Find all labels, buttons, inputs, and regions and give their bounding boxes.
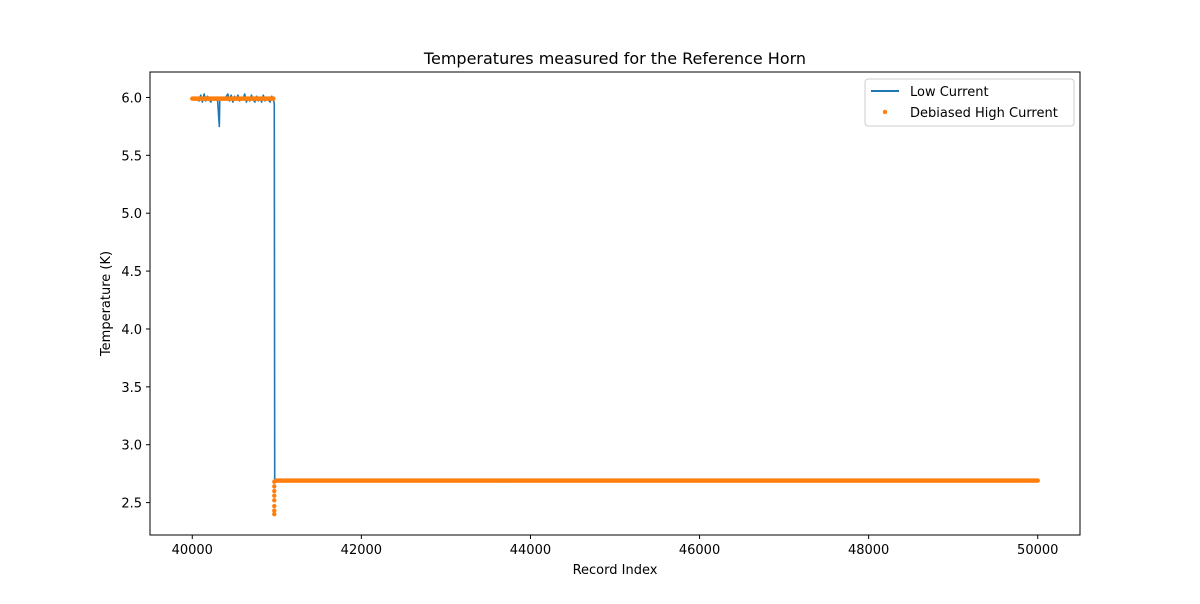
chart-title: Temperatures measured for the Reference …: [423, 49, 806, 68]
scatter-point: [1035, 478, 1040, 483]
scatter-point: [272, 511, 277, 517]
plot-frame: [149, 71, 1081, 536]
series-debiased-high-current: [190, 96, 1040, 517]
scatter-point: [271, 96, 276, 101]
legend-label-low-current: Low Current: [910, 85, 989, 100]
y-tick-label: 3.5: [121, 381, 142, 396]
series-low-current-line: [192, 93, 1038, 482]
x-tick-label: 48000: [848, 543, 889, 558]
y-tick-label: 4.0: [121, 323, 142, 338]
y-tick-label: 6.0: [121, 91, 142, 106]
legend-swatch-debiased-high-current: [882, 109, 888, 115]
scatter-point: [272, 488, 277, 494]
y-tick-label: 2.5: [121, 497, 142, 512]
legend: Low Current Debiased High Current: [864, 78, 1075, 127]
y-axis: 2.5 3.0 3.5 4.0 4.5 5.0 5.5 6.0: [121, 91, 150, 512]
y-tick-label: 5.0: [121, 207, 142, 222]
x-tick-label: 46000: [679, 543, 720, 558]
scatter-point: [272, 503, 277, 509]
x-axis: 40000 42000 44000 46000 48000 50000: [172, 535, 1058, 558]
scatter-point: [272, 484, 277, 489]
scatter-point: [272, 508, 277, 513]
scatter-point: [272, 498, 277, 503]
x-tick-label: 40000: [172, 543, 213, 558]
series-layer: [190, 93, 1040, 517]
y-axis-label: Temperature (K): [99, 251, 114, 357]
x-tick-label: 44000: [510, 543, 551, 558]
legend-box: [864, 78, 1075, 127]
x-axis-label: Record Index: [573, 563, 658, 578]
scatter-point: [272, 493, 277, 498]
y-tick-label: 3.0: [121, 439, 142, 454]
y-tick-label: 4.5: [121, 265, 142, 280]
x-tick-label: 50000: [1017, 543, 1058, 558]
x-tick-label: 42000: [341, 543, 382, 558]
legend-label-debiased-high-current: Debiased High Current: [910, 106, 1058, 121]
y-tick-label: 5.5: [121, 149, 142, 164]
